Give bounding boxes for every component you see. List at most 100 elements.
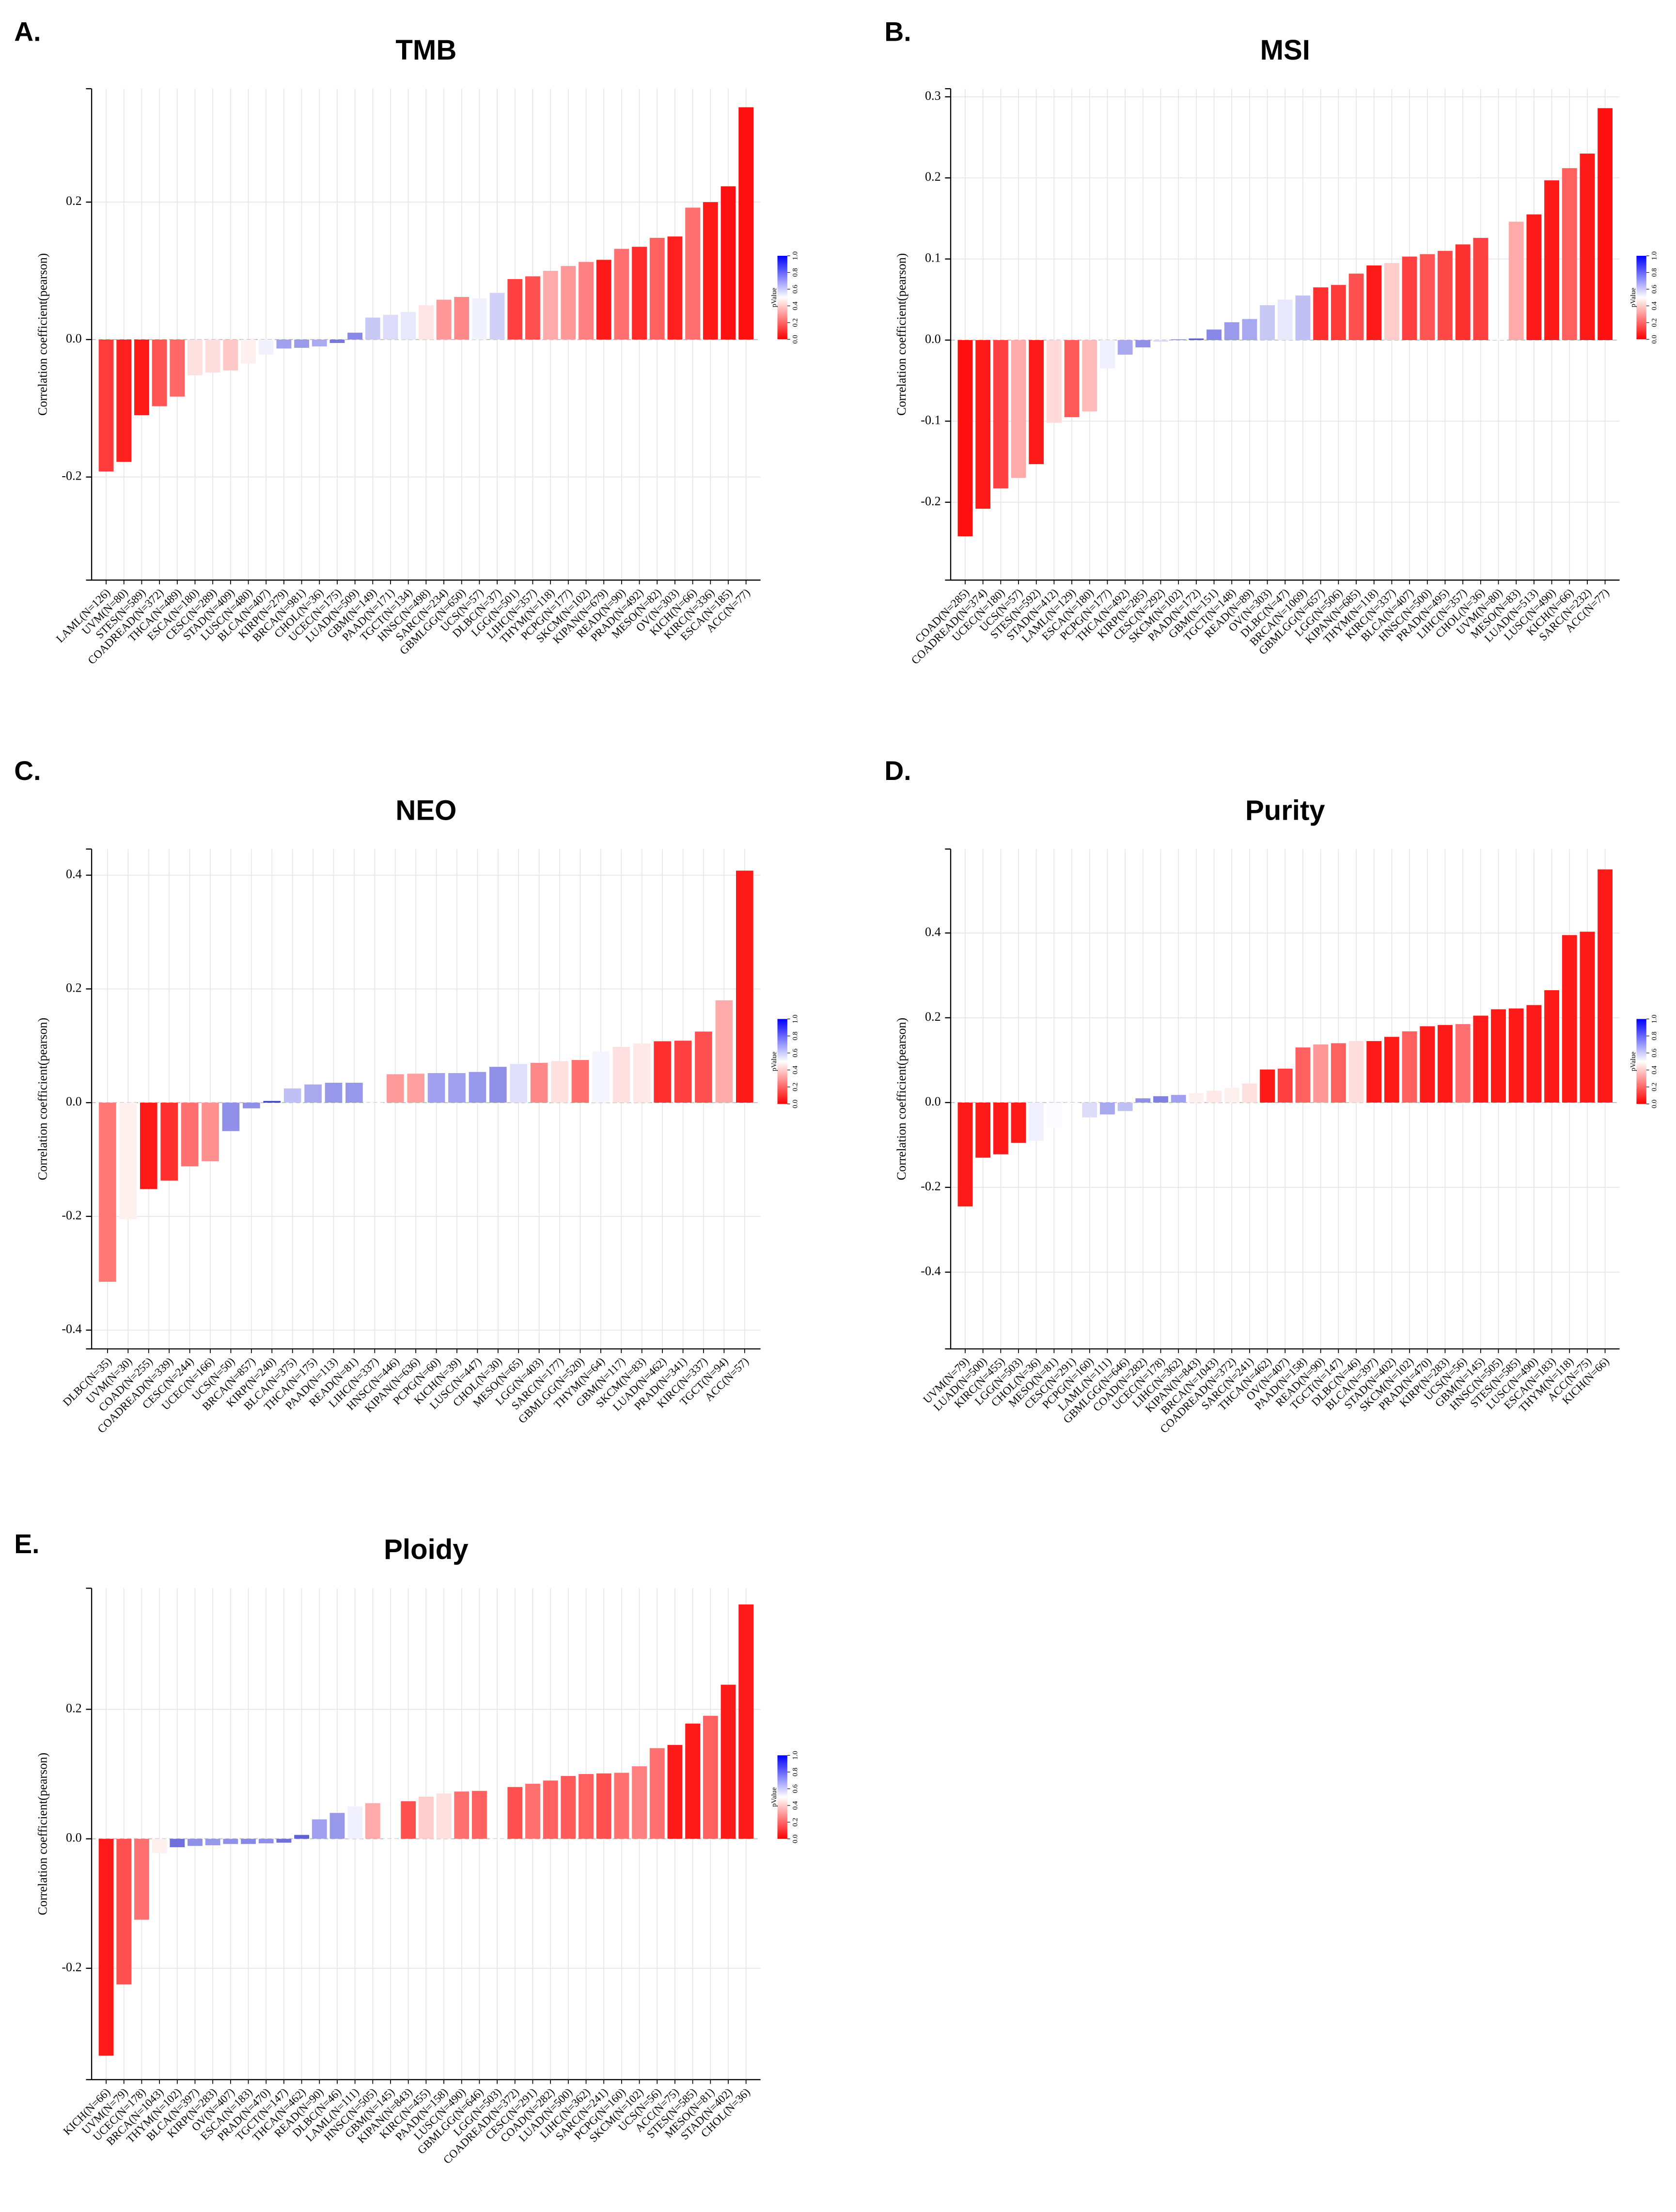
bar	[1580, 932, 1595, 1103]
bar	[1402, 256, 1417, 340]
bar	[1011, 340, 1026, 478]
bar	[1384, 1037, 1399, 1103]
colorbar-tick-label: 0.8	[1651, 268, 1659, 277]
bar	[401, 1801, 416, 1839]
y-tick-label: 0.2	[66, 194, 82, 208]
bar	[181, 1103, 199, 1167]
bar	[1189, 338, 1204, 340]
bar	[1242, 319, 1257, 340]
bar	[188, 339, 203, 375]
bar	[561, 1776, 576, 1839]
bar	[347, 332, 363, 340]
y-axis-label: Correlation coefficient(pearson)	[35, 1018, 49, 1181]
bar	[98, 339, 114, 472]
bar	[258, 1838, 274, 1844]
y-axis-label: Correlation coefficient(pearson)	[35, 1753, 49, 1916]
y-tick-label: 0.0	[66, 1831, 82, 1845]
colorbar-tick-label: 0.0	[792, 335, 799, 343]
colorbar-tick-label: 0.2	[792, 1818, 799, 1826]
bar	[222, 1103, 240, 1131]
colorbar	[1636, 1019, 1646, 1104]
bar	[401, 312, 416, 340]
bar	[1011, 1102, 1026, 1143]
colorbar-tick-label: 1.0	[792, 251, 799, 260]
bar	[1331, 285, 1346, 340]
colorbar-title: pValue	[770, 288, 778, 307]
bar	[99, 1103, 116, 1282]
chart-title: TMB	[395, 34, 456, 66]
bar	[325, 1083, 343, 1103]
bar	[649, 237, 665, 340]
bar	[241, 1838, 256, 1844]
bar	[347, 1806, 363, 1839]
bar	[721, 1684, 736, 1839]
bar	[975, 1102, 991, 1158]
y-tick-label: 0.0	[66, 1094, 82, 1108]
bar	[116, 339, 132, 462]
colorbar-title: pValue	[770, 1052, 778, 1071]
y-tick-label: 0.2	[66, 1701, 82, 1715]
colorbar-tick-label: 0.2	[1651, 1083, 1659, 1091]
bar	[258, 339, 274, 355]
bar	[957, 1102, 973, 1207]
bar	[1206, 1090, 1222, 1103]
bar	[525, 276, 540, 340]
bar	[543, 1780, 558, 1839]
y-tick-label: 0.2	[66, 981, 82, 995]
bar	[116, 1838, 132, 1985]
bar	[223, 1838, 238, 1844]
bar	[241, 339, 256, 364]
bar	[329, 1813, 345, 1839]
bar	[1260, 305, 1275, 340]
colorbar-tick-label: 0.4	[792, 1065, 799, 1075]
bar	[1206, 329, 1222, 340]
bar	[649, 1748, 665, 1839]
y-tick-label: -0.2	[62, 1208, 81, 1222]
bar	[472, 298, 487, 340]
bar	[695, 1031, 712, 1103]
y-tick-label: -0.1	[921, 413, 940, 427]
y-axis-label: Correlation coefficient(pearson)	[894, 1018, 908, 1181]
bar	[407, 1074, 424, 1103]
colorbar-tick-label: 0.8	[792, 1031, 799, 1040]
bar	[1117, 340, 1133, 355]
colorbar-tick-label: 0.0	[792, 1835, 799, 1843]
bar	[1224, 322, 1239, 340]
colorbar-tick-label: 0.4	[1651, 301, 1659, 311]
bar	[276, 1838, 292, 1843]
bar	[294, 1835, 309, 1839]
bar	[1580, 154, 1595, 340]
bar	[1438, 1025, 1453, 1103]
bar	[365, 317, 380, 340]
bar	[674, 1041, 692, 1103]
bar	[202, 1103, 219, 1162]
colorbar-tick-label: 0.8	[792, 268, 799, 277]
y-tick-label: 0.0	[925, 332, 941, 346]
bar	[715, 1000, 733, 1103]
bar	[738, 1604, 754, 1839]
bar	[1153, 340, 1168, 342]
colorbar-tick-label: 0.6	[1651, 285, 1659, 294]
bar	[98, 1838, 114, 2056]
bar	[448, 1073, 466, 1103]
panel-label: E.	[14, 1529, 39, 1559]
y-tick-label: 0.4	[66, 867, 82, 881]
bar	[160, 1103, 178, 1181]
bar	[703, 202, 718, 340]
colorbar-tick-label: 0.0	[1651, 1100, 1659, 1108]
bar	[383, 314, 398, 340]
bar	[632, 1766, 647, 1839]
colorbar	[777, 255, 787, 340]
bar	[1508, 221, 1524, 340]
chart-title: Ploidy	[384, 1534, 468, 1565]
bar	[1224, 1088, 1239, 1103]
bar	[472, 1791, 487, 1839]
colorbar-tick-label: 0.8	[792, 1768, 799, 1776]
bar	[1366, 265, 1382, 340]
bar	[263, 1101, 281, 1103]
bar	[223, 339, 238, 371]
colorbar-tick-label: 0.2	[1651, 318, 1659, 327]
bar	[1455, 244, 1471, 340]
y-axis-label: Correlation coefficient(pearson)	[894, 253, 908, 416]
